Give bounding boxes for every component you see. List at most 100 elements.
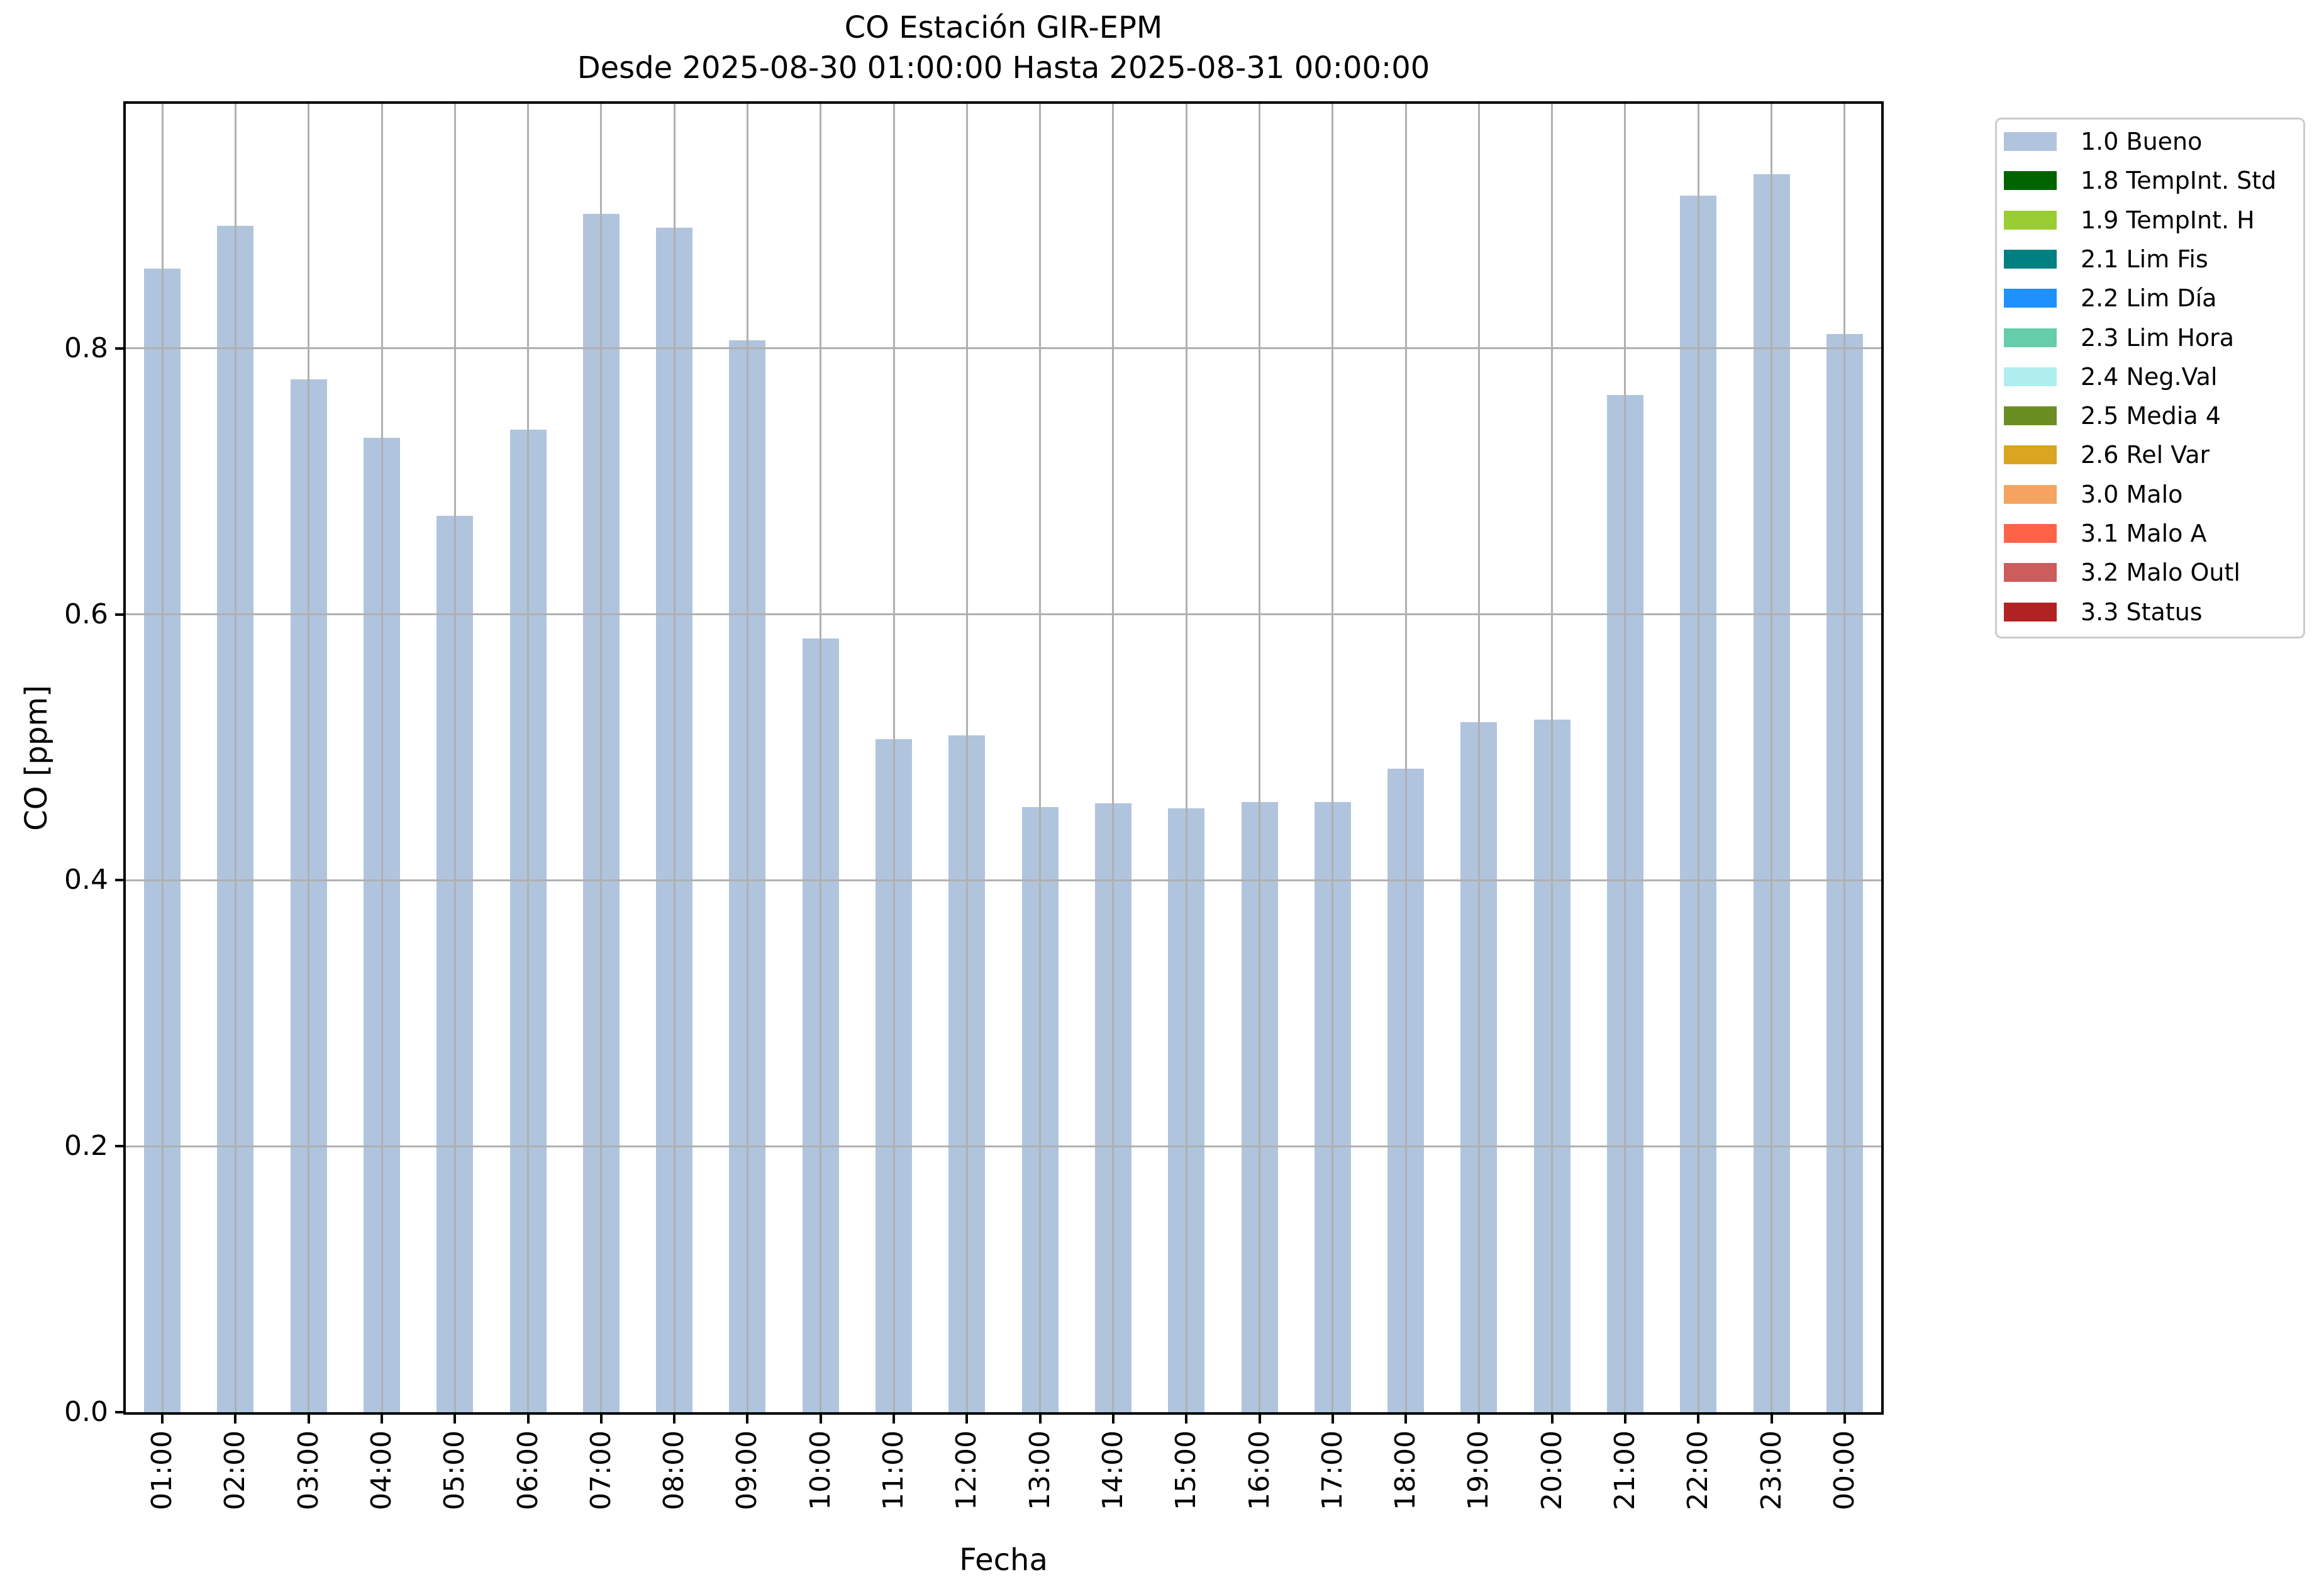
- x-tick-label: 09:00: [731, 1430, 764, 1510]
- y-tick-label: 0.6: [64, 598, 108, 630]
- y-gridline: [126, 879, 1881, 881]
- x-tick-label: 16:00: [1243, 1430, 1276, 1510]
- legend-item-3-1-malo-a: 3.1 Malo A: [2004, 520, 2298, 547]
- y-gridline: [126, 1145, 1881, 1147]
- x-tick: [381, 1413, 384, 1424]
- chart-title-line2: Desde 2025-08-30 01:00:00 Hasta 2025-08-…: [577, 50, 1430, 86]
- x-gridline: [746, 104, 748, 1412]
- x-gridline: [1259, 104, 1261, 1412]
- legend-item-2-2-lim-d-a: 2.2 Lim Día: [2004, 284, 2298, 313]
- legend-label: 3.1 Malo A: [2081, 520, 2207, 547]
- x-tick-label: 23:00: [1755, 1430, 1787, 1510]
- x-tick: [746, 1413, 749, 1424]
- x-gridline: [161, 104, 164, 1412]
- y-axis-label: CO [ppm]: [19, 685, 54, 831]
- chart-title-line1: CO Estación GIR-EPM: [844, 10, 1163, 45]
- legend-label: 2.1 Lim Fis: [2081, 245, 2208, 273]
- x-gridline: [600, 104, 603, 1412]
- x-gridline: [453, 104, 456, 1412]
- x-tick: [965, 1413, 969, 1424]
- x-gridline: [1771, 104, 1773, 1412]
- plot-area: [123, 101, 1884, 1415]
- x-axis-label: Fecha: [959, 1542, 1048, 1578]
- x-gridline: [820, 104, 822, 1412]
- x-tick: [892, 1413, 896, 1424]
- x-tick-label: 21:00: [1608, 1430, 1641, 1510]
- x-tick-label: 07:00: [584, 1430, 617, 1510]
- x-gridline: [1039, 104, 1042, 1412]
- x-tick: [234, 1413, 237, 1424]
- x-gridline: [527, 104, 530, 1412]
- x-tick-label: 08:00: [658, 1430, 691, 1510]
- x-tick-label: 02:00: [219, 1430, 252, 1510]
- legend-swatch: [2004, 132, 2057, 151]
- x-tick-label: 20:00: [1535, 1430, 1568, 1510]
- x-tick: [1331, 1413, 1334, 1424]
- x-tick-label: 22:00: [1682, 1430, 1715, 1510]
- x-gridline: [1112, 104, 1115, 1412]
- x-tick: [1258, 1413, 1261, 1424]
- legend-swatch: [2004, 602, 2057, 621]
- y-tick: [115, 879, 126, 882]
- legend-label: 1.0 Bueno: [2081, 128, 2203, 155]
- y-tick: [115, 613, 126, 616]
- x-tick: [1697, 1413, 1700, 1424]
- x-tick: [1843, 1413, 1846, 1424]
- x-tick-label: 03:00: [292, 1430, 325, 1510]
- x-tick: [673, 1413, 676, 1424]
- x-tick: [1038, 1413, 1042, 1424]
- legend-item-1-0-bueno: 1.0 Bueno: [2004, 128, 2298, 155]
- x-gridline: [234, 104, 236, 1412]
- legend-swatch: [2004, 484, 2057, 504]
- x-tick-label: 00:00: [1828, 1430, 1860, 1510]
- legend-label: 1.8 TempInt. Std: [2081, 167, 2277, 195]
- legend-swatch: [2004, 445, 2057, 465]
- x-gridline: [381, 104, 383, 1412]
- x-tick-label: 15:00: [1170, 1430, 1203, 1510]
- legend-swatch: [2004, 328, 2057, 347]
- x-tick: [1550, 1413, 1554, 1424]
- legend-item-3-2-malo-outl: 3.2 Malo Outl: [2004, 560, 2298, 584]
- x-tick: [1185, 1413, 1188, 1424]
- legend-label: 2.2 Lim Día: [2081, 284, 2217, 313]
- y-tick-label: 0.8: [64, 332, 108, 364]
- legend-swatch: [2004, 289, 2057, 308]
- legend-label: 3.3 Status: [2081, 598, 2203, 626]
- legend-item-1-9-tempint-h: 1.9 TempInt. H: [2004, 206, 2298, 234]
- x-gridline: [1697, 104, 1699, 1412]
- x-tick-label: 19:00: [1462, 1430, 1495, 1510]
- legend-item-3-3-status: 3.3 Status: [2004, 598, 2298, 626]
- legend-item-2-5-media-4: 2.5 Media 4: [2004, 402, 2298, 430]
- x-gridline: [892, 104, 895, 1412]
- legend-swatch: [2004, 210, 2057, 230]
- x-gridline: [1404, 104, 1407, 1412]
- x-tick-label: 12:00: [950, 1430, 983, 1510]
- legend-label: 2.4 Neg.Val: [2081, 362, 2218, 391]
- legend-label: 2.5 Media 4: [2081, 402, 2221, 430]
- x-tick-label: 11:00: [877, 1430, 910, 1510]
- legend-item-1-8-tempint-std: 1.8 TempInt. Std: [2004, 167, 2298, 195]
- x-gridline: [965, 104, 968, 1412]
- x-tick: [161, 1413, 164, 1424]
- x-tick-label: 10:00: [804, 1430, 837, 1510]
- y-tick-label: 0.2: [64, 1130, 108, 1162]
- x-gridline: [1551, 104, 1554, 1412]
- y-tick: [115, 1145, 126, 1148]
- x-gridline: [308, 104, 310, 1412]
- x-tick-label: 17:00: [1316, 1430, 1348, 1510]
- x-tick: [526, 1413, 530, 1424]
- x-gridline: [1185, 104, 1187, 1412]
- x-tick-label: 13:00: [1023, 1430, 1056, 1510]
- x-tick: [307, 1413, 310, 1424]
- x-tick: [1477, 1413, 1481, 1424]
- y-tick: [115, 347, 126, 350]
- legend-label: 1.9 TempInt. H: [2081, 206, 2255, 234]
- x-tick: [1404, 1413, 1408, 1424]
- legend-label: 2.3 Lim Hora: [2081, 323, 2235, 352]
- y-tick: [115, 1411, 126, 1413]
- x-tick-label: 05:00: [438, 1430, 471, 1510]
- x-gridline: [673, 104, 676, 1412]
- legend-swatch: [2004, 171, 2057, 191]
- x-tick-label: 04:00: [365, 1430, 398, 1510]
